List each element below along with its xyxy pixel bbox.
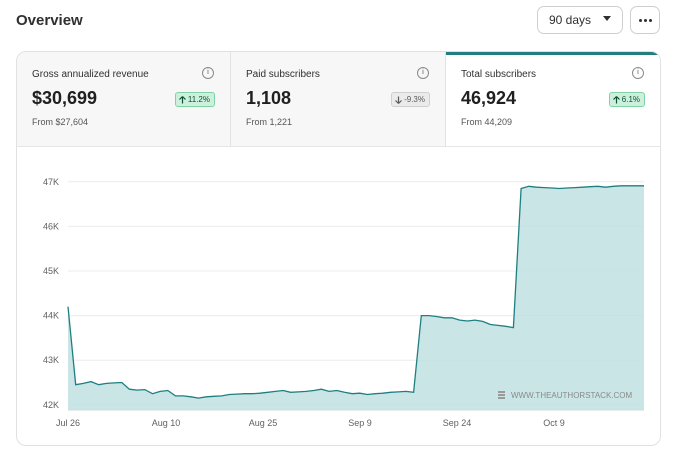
ellipsis-horizontal-icon [638,18,652,22]
y-tick-label: 43K [43,355,59,365]
y-tick-label: 42K [43,400,59,410]
y-tick-label: 44K [43,311,59,321]
change-badge: 6.1% [608,92,645,107]
metric-gross-revenue[interactable]: Gross annualized revenue $30,699 From $2… [17,52,231,146]
metric-label: Gross annualized revenue [32,69,149,80]
date-range-value: 90 days [549,13,592,27]
x-tick-label: Oct 9 [543,418,565,428]
y-tick-label: 47K [43,177,59,187]
change-value: -9.3% [404,95,425,104]
metric-paid-subscribers[interactable]: Paid subscribers 1,108 From 1,221 i -9.3… [231,52,446,146]
watermark-text: WWW.THEAUTHORSTACK.COM [511,391,633,400]
x-tick-label: Sep 9 [348,418,372,428]
change-badge: 11.2% [174,92,215,107]
page-title: Overview [16,12,83,29]
metric-tabs: Gross annualized revenue $30,699 From $2… [17,52,660,147]
metric-value: $30,699 [32,88,98,108]
change-value: 11.2% [187,95,210,104]
metric-previous: From 1,221 [246,117,293,127]
x-tick-label: Aug 25 [249,418,278,428]
info-icon[interactable]: i [632,67,644,79]
info-icon[interactable]: i [202,67,214,79]
y-tick-label: 46K [43,221,59,231]
date-range-select[interactable]: 90 days [537,6,623,34]
overview-card: Gross annualized revenue $30,699 From $2… [16,51,661,446]
metric-value: 46,924 [461,88,517,108]
arrow-up-icon [612,95,620,103]
arrow-up-icon [178,95,186,103]
metric-label: Paid subscribers [246,69,320,80]
info-icon[interactable]: i [417,67,429,79]
metric-previous: From $27,604 [32,117,89,127]
arrow-down-icon [395,96,403,104]
x-tick-label: Aug 10 [152,418,181,428]
watermark: WWW.THEAUTHORSTACK.COM [498,391,633,400]
y-tick-label: 45K [43,266,59,276]
series-line [67,185,644,399]
area-fill [68,185,644,410]
metric-label: Total subscribers [461,69,537,80]
x-tick-label: Sep 24 [443,418,472,428]
metric-total-subscribers[interactable]: Total subscribers 46,924 From 44,209 i 6… [446,52,660,146]
change-badge: -9.3% [391,92,430,107]
more-actions-button[interactable] [630,6,660,34]
metric-previous: From 44,209 [461,117,513,127]
subscribers-chart[interactable]: 47K 46K 45K 44K 43K 42K Jul 26 Aug 10 Aug 25 Sep… [17,147,660,445]
metric-value: 1,108 [246,88,292,108]
change-value: 6.1% [621,95,640,104]
x-tick-label: Jul 26 [56,418,80,428]
stack-icon [498,391,505,399]
caret-down-icon [603,16,611,21]
